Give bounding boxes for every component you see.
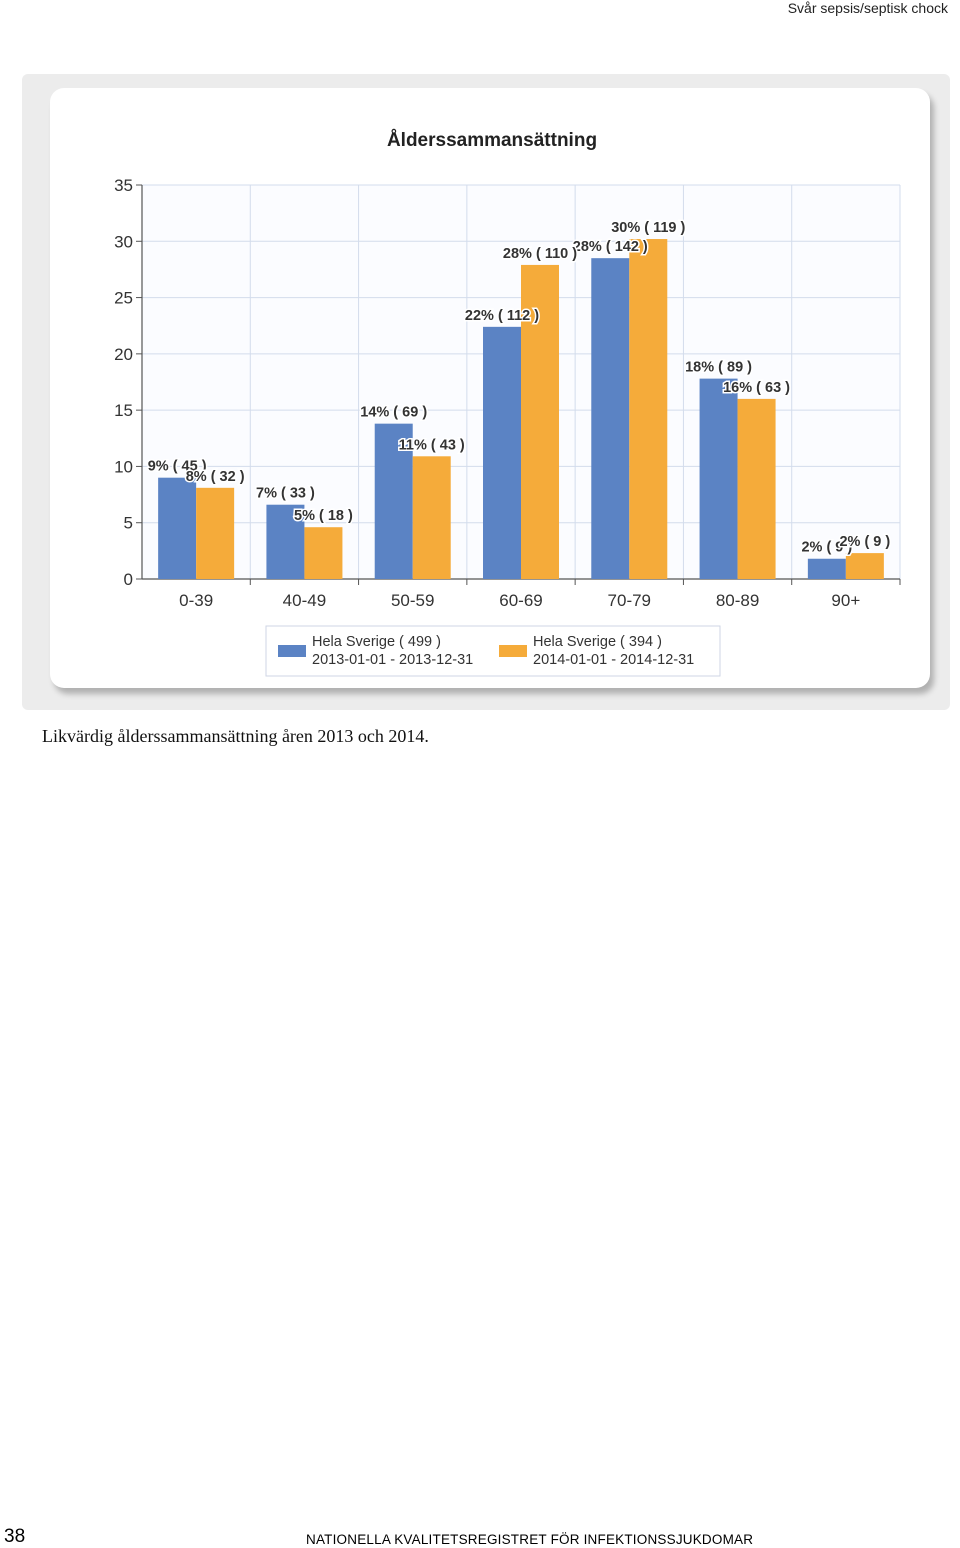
- y-tick-label: 15: [114, 401, 133, 420]
- bar-2014-90+: [845, 553, 884, 579]
- bar-2014-40-49: [304, 527, 343, 579]
- x-tick-label: 90+: [831, 591, 860, 610]
- bar-2014-50-59: [412, 456, 451, 579]
- age-distribution-chart: Ålderssammansättning 0 5 10 15 20 25 30 35 0-39 4…: [114, 130, 901, 677]
- y-tick-label: 5: [124, 514, 133, 533]
- data-label-2013: 28% ( 142 ): [573, 239, 648, 255]
- data-label-2014: 8% ( 32 ): [186, 469, 245, 485]
- data-label-2014: 2% ( 9 ): [839, 534, 890, 550]
- bar-2013-60-69: [483, 326, 521, 579]
- x-tick-label: 50-59: [391, 591, 434, 610]
- data-label-2013: 14% ( 69 ): [360, 405, 427, 421]
- legend-series-name: Hela Sverige ( 394 ): [533, 634, 662, 650]
- chart-frame: Ålderssammansättning 0 5 10 15 20 25 30 35 0-39 4…: [22, 74, 950, 710]
- bars: [158, 239, 884, 579]
- data-label-2014: 5% ( 18 ): [294, 508, 353, 524]
- y-tick-label: 35: [114, 176, 133, 195]
- x-tick-label: 0-39: [179, 591, 213, 610]
- bar-2014-60-69: [521, 264, 559, 579]
- running-head: Svår sepsis/septisk chock: [787, 0, 948, 16]
- bar-2013-80-89: [699, 378, 738, 579]
- data-label-2013: 22% ( 112 ): [465, 308, 539, 324]
- chart-card: Ålderssammansättning 0 5 10 15 20 25 30 35 0-39 4…: [50, 88, 930, 688]
- bar-2014-70-79: [629, 239, 668, 579]
- data-label-2013: 7% ( 33 ): [256, 486, 315, 502]
- legend-series-period: 2014-01-01 - 2014-12-31: [533, 652, 694, 668]
- y-tick-label: 0: [124, 570, 133, 589]
- bar-2014-80-89: [737, 398, 776, 579]
- legend: Hela Sverige ( 499 ) 2013-01-01 - 2013-12…: [265, 625, 721, 677]
- y-tick-label: 20: [114, 345, 133, 364]
- bar-2013-90+: [807, 558, 846, 579]
- bar-2013-0-39: [158, 477, 197, 579]
- data-label-2014: 16% ( 63 ): [723, 380, 790, 396]
- data-label-2013: 2% ( 9 ): [801, 540, 852, 556]
- y-tick-label: 10: [114, 457, 133, 476]
- y-tick-label: 30: [114, 232, 133, 251]
- x-tick-label: 80-89: [716, 591, 759, 610]
- legend-series-name: Hela Sverige ( 499 ): [312, 634, 441, 650]
- y-tick-label: 25: [114, 289, 133, 308]
- bar-2013-50-59: [374, 423, 413, 579]
- x-tick-label: 70-79: [608, 591, 651, 610]
- legend-series-period: 2013-01-01 - 2013-12-31: [312, 652, 473, 668]
- x-tick-label: 60-69: [499, 591, 542, 610]
- figure-caption: Likvärdig ålderssammansättning åren 2013…: [42, 726, 429, 746]
- legend-swatch-2013: [278, 645, 306, 657]
- legend-box: [265, 625, 721, 677]
- data-label-2014: 28% ( 110 ): [503, 246, 577, 262]
- x-tick-label: 40-49: [283, 591, 326, 610]
- legend-swatch-2014: [499, 645, 527, 657]
- data-label-2013: 9% ( 45 ): [148, 459, 207, 475]
- data-label-2013: 18% ( 89 ): [685, 360, 752, 376]
- data-labels: 9% ( 45 ) 7% ( 33 ) 14% ( 69 ) 22% ( 112 ) 2…: [146, 219, 892, 558]
- data-label-2014: 11% ( 43 ): [399, 437, 465, 453]
- footer-organization: NATIONELLA KVALITETSREGISTRET FÖR INFEKT…: [306, 1532, 754, 1547]
- bar-2013-70-79: [591, 258, 630, 579]
- data-label-2014: 30% ( 119 ): [611, 220, 685, 236]
- page-number: 38: [4, 1526, 26, 1547]
- chart-title: Ålderssammansättning: [387, 130, 597, 151]
- bar-2014-0-39: [196, 487, 235, 579]
- bar-2013-40-49: [266, 504, 305, 579]
